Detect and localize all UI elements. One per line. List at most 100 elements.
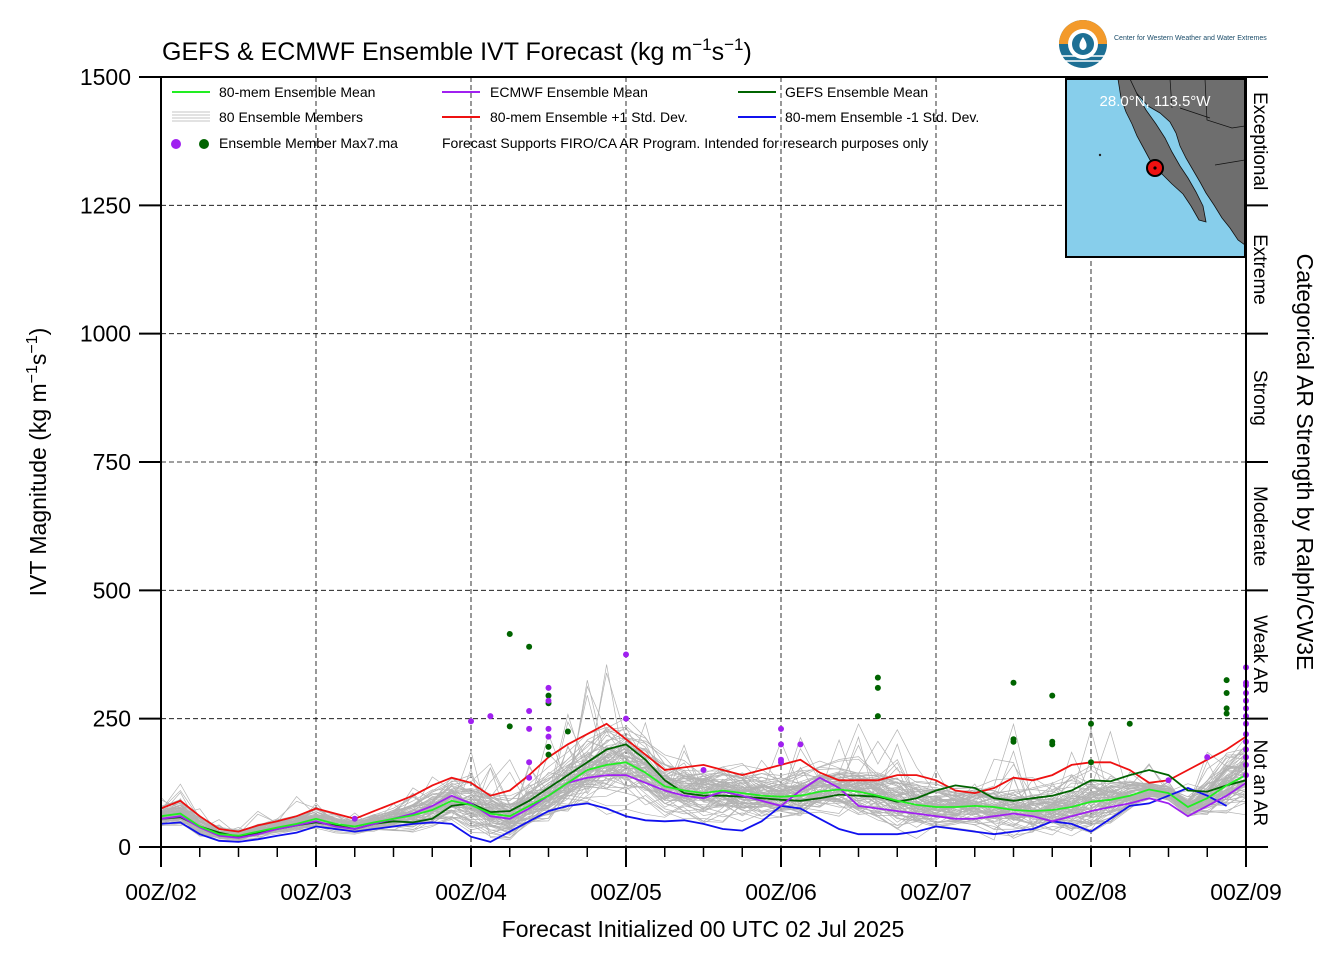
gefs-max-point [874,713,881,720]
ensemble-members [161,664,1246,842]
island-dot [1098,153,1102,157]
ecmwf-max-point [526,725,533,732]
state-borders [1169,78,1246,166]
gefs-max-point [1010,679,1017,686]
gefs-max-point [1049,738,1056,745]
x-tick-label: 00Z/08 [1055,879,1127,905]
ecmwf-line [161,774,1246,839]
ecmwf-max-point [778,741,784,748]
gefs-max-point [526,643,533,650]
cw3e-logo: Center for Western Weather and Water Ext… [1059,20,1267,68]
y-axis: 0 250 500 750 1000 1250 1500 [80,64,161,860]
ecmwf-max-point [545,697,552,704]
mean-line [161,761,1246,837]
ecmwf-max-point [545,733,552,740]
legend-gefs-max-marker [199,139,209,149]
ensemble-statistic-lines [161,722,1246,843]
legend-mean-label: 80-mem Ensemble Mean [219,84,375,100]
legend-members-swatch [172,111,210,122]
ensemble-member-line [161,743,1246,836]
x-tick-label: 00Z/09 [1210,879,1282,905]
right-axis-label: Categorical AR Strength by Ralph/CW3E [1292,254,1318,671]
x-tick-label: 00Z/07 [900,879,972,905]
ecmwf-max-point [545,684,552,691]
x-tick-label: 00Z/04 [435,879,507,905]
legend-note: Forecast Supports FIRO/CA AR Program. In… [442,135,928,151]
legend-members-label: 80 Ensemble Members [219,109,363,125]
ecmwf-max-point [526,707,533,714]
y-tick-label: 500 [93,577,131,603]
x-tick-label: 00Z/05 [590,879,662,905]
legend-gefs-label: GEFS Ensemble Mean [785,84,928,100]
gefs-max-point [506,630,513,637]
ensemble-member-line [161,766,1246,841]
gefs-max-point [1223,705,1230,712]
ecmwf-max-point [545,725,552,732]
legend-minus-label: 80-mem Ensemble -1 Std. Dev. [785,109,979,125]
x-tick-label: 00Z/02 [125,879,197,905]
category-label: Not an AR [1249,740,1270,827]
legend-ecmwf-label: ECMWF Ensemble Mean [490,84,648,100]
ecmwf-max-point [526,759,533,766]
gefs-max-point [1088,759,1094,766]
y-tick-label: 250 [93,706,131,732]
gefs-max-point [874,684,881,691]
gefs-max-point [1223,710,1230,717]
chart-title: GEFS & ECMWF Ensemble IVT Forecast (kg m… [162,35,752,66]
gefs-max-point [1126,720,1133,727]
minus-line [161,787,1228,843]
y-tick-label: 750 [93,449,131,475]
gefs-max-point [1010,736,1017,743]
ecmwf-max-point [778,756,784,763]
ecmwf-max-point [797,741,804,748]
gefs-max-point [1088,720,1094,727]
category-label: Exceptional [1249,92,1270,190]
legend: 80-mem Ensemble Mean 80 Ensemble Members… [171,84,979,151]
gefs-max-point [874,674,881,681]
category-axis: Not an AR Weak AR Moderate Strong Extreme Exc… [1246,76,1270,848]
y-tick-label: 1250 [80,192,131,218]
location-inset-map: 28.0°N, 113.5°W [1065,78,1246,258]
gefs-max-point [1223,677,1230,684]
legend-ecmwf-max-marker [171,139,181,149]
y-tick-label: 0 [118,834,131,860]
plus-line [161,722,1246,833]
ecmwf-max-point [351,815,358,822]
ecmwf-max-point [487,713,494,720]
cw3e-logo-text: Center for Western Weather and Water Ext… [1114,35,1267,42]
category-label: Weak AR [1249,615,1270,694]
ecmwf-max-point [468,718,474,725]
ecmwf-max-point [1204,754,1211,761]
x-tick-label: 00Z/03 [280,879,352,905]
category-label: Extreme [1249,234,1270,305]
x-axis-label: Forecast Initialized 00 UTC 02 Jul 2025 [502,916,905,942]
ensemble-member-line [161,735,1246,835]
gefs-max-point [545,751,552,758]
ecmwf-max-point [1165,777,1172,784]
legend-max-label: Ensemble Member Max7.ma [219,135,398,151]
x-axis: 00Z/02 00Z/03 00Z/04 00Z/05 00Z/06 00Z/07 00Z/… [125,847,1282,905]
x-tick-label: 00Z/06 [745,879,817,905]
ecmwf-max-point [623,651,629,658]
category-label: Moderate [1249,486,1270,566]
gefs-max-point [1049,692,1056,699]
ecmwf-max-point [526,774,533,781]
location-label: 28.0°N, 113.5°W [1100,93,1212,110]
ecmwf-max-point [623,715,629,722]
y-tick-label: 1500 [80,64,131,90]
ecmwf-max-point [700,767,707,773]
ecmwf-max-point [778,725,784,732]
y-tick-label: 1000 [80,321,131,347]
gefs-max-point [1223,690,1230,696]
mainland-landmass [1129,78,1246,246]
category-label: Strong [1249,370,1270,426]
gefs-max-point [545,692,552,699]
y-axis-label: IVT Magnitude (kg m−1s−1) [24,328,51,597]
gefs-max-point [564,728,571,735]
baja-peninsula [1117,78,1207,223]
gefs-max-point [545,743,552,750]
gefs-max-point [506,723,513,730]
legend-plus-label: 80-mem Ensemble +1 Std. Dev. [490,109,688,125]
location-marker-center [1153,166,1157,170]
